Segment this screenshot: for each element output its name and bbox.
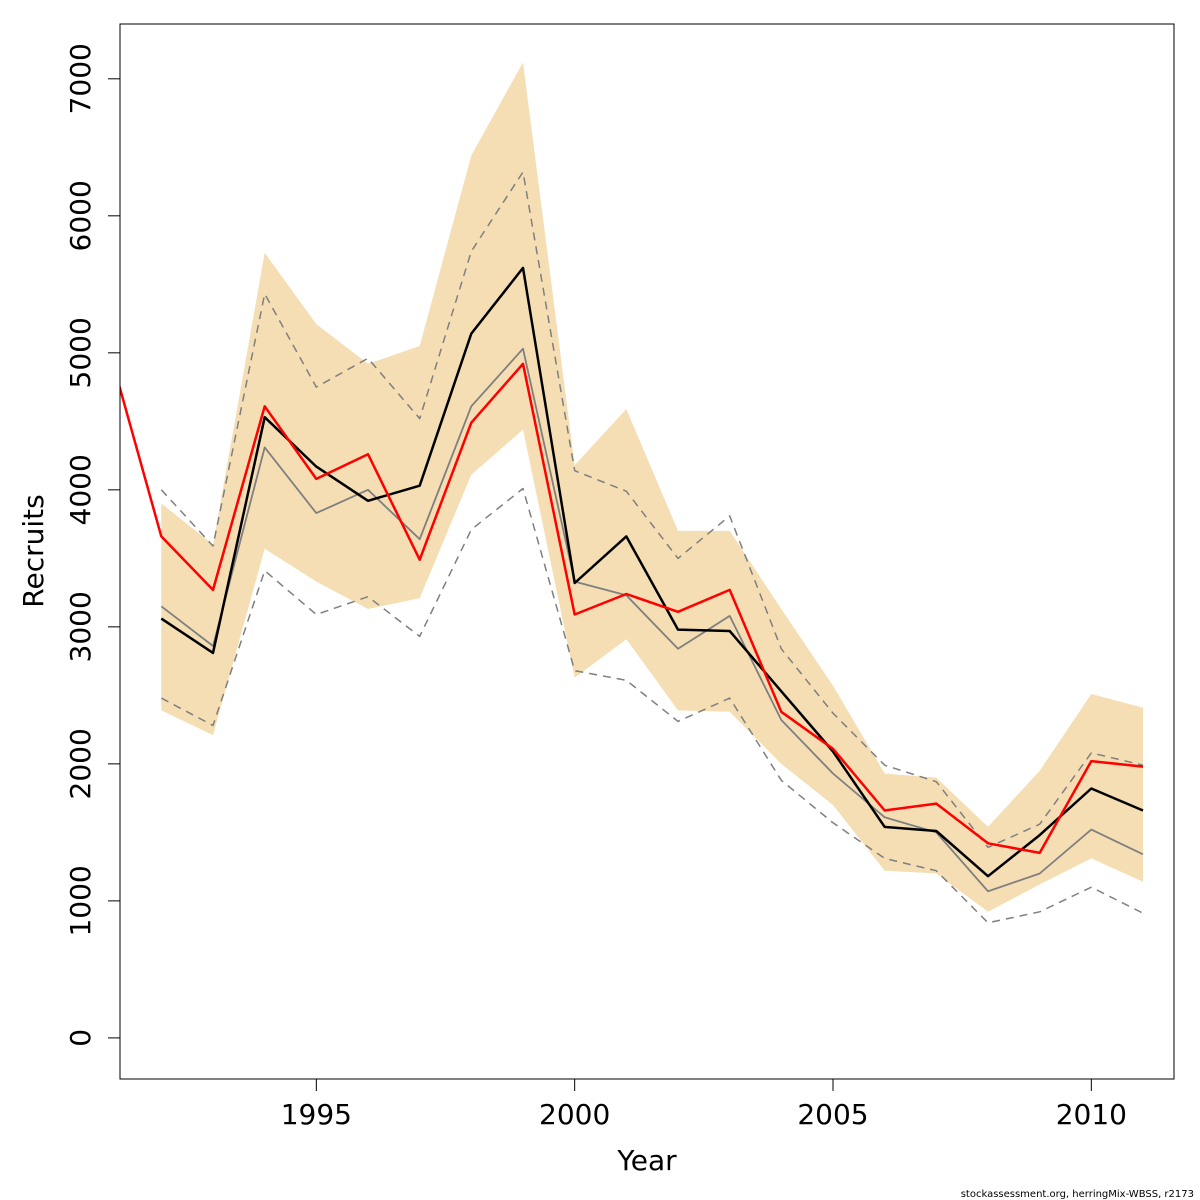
x-tick-label: 1995	[281, 1098, 352, 1131]
confidence-band	[161, 62, 1144, 912]
y-axis: 0 1000 2000 3000 4000 5000 6000 7000	[64, 43, 121, 1047]
series-line-5	[120, 362, 1144, 855]
x-tick-label: 2005	[797, 1098, 868, 1131]
y-tick-label: 3000	[64, 591, 97, 662]
y-tick-label: 4000	[64, 454, 97, 525]
y-tick-label: 7000	[64, 43, 97, 114]
y-tick-label: 1000	[64, 865, 97, 936]
y-tick-label: 2000	[64, 728, 97, 799]
y-tick-label: 6000	[64, 180, 97, 251]
x-axis-title: Year	[616, 1144, 677, 1177]
y-tick-label: 0	[64, 1029, 97, 1047]
footer-credit: stockassessment.org, herringMix-WBSS, r2…	[961, 1189, 1194, 1200]
series-line-4	[160, 266, 1144, 878]
x-axis: 1995 2000 2005 2010	[281, 1078, 1127, 1131]
series-line-2	[160, 487, 1144, 924]
x-tick-label: 2000	[539, 1098, 610, 1131]
series-layer	[120, 171, 1144, 924]
y-axis-title: Recruits	[17, 494, 50, 607]
y-tick-label: 5000	[64, 317, 97, 388]
x-tick-label: 2010	[1056, 1098, 1127, 1131]
confidence-band-layer	[161, 62, 1144, 912]
series-line-3	[160, 347, 1144, 893]
